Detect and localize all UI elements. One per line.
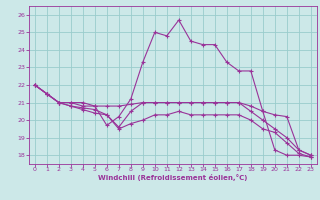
X-axis label: Windchill (Refroidissement éolien,°C): Windchill (Refroidissement éolien,°C) <box>98 174 247 181</box>
